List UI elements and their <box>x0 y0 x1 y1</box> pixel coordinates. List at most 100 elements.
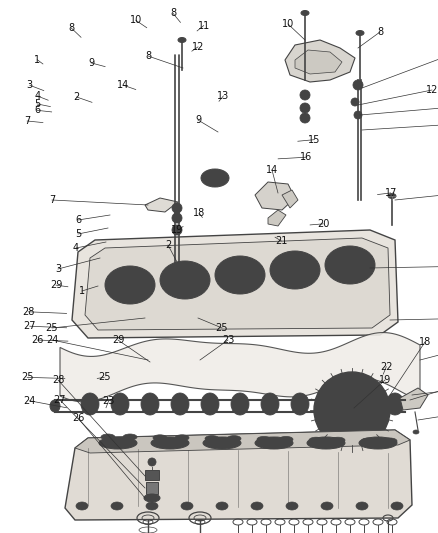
Ellipse shape <box>386 393 404 415</box>
Text: 8: 8 <box>170 9 176 18</box>
Text: 4: 4 <box>73 243 79 253</box>
Ellipse shape <box>235 400 245 412</box>
Text: 6: 6 <box>34 106 40 115</box>
Ellipse shape <box>208 439 236 447</box>
Text: 29: 29 <box>112 335 124 345</box>
Text: 28: 28 <box>22 307 35 317</box>
Circle shape <box>353 80 363 90</box>
Ellipse shape <box>356 502 368 510</box>
Ellipse shape <box>151 437 189 449</box>
Ellipse shape <box>175 435 189 441</box>
Ellipse shape <box>291 393 309 415</box>
Ellipse shape <box>309 437 323 443</box>
Polygon shape <box>285 40 355 82</box>
Ellipse shape <box>390 400 400 412</box>
Ellipse shape <box>85 400 95 412</box>
Bar <box>146 482 158 494</box>
Polygon shape <box>72 230 398 338</box>
Ellipse shape <box>145 400 155 412</box>
Text: 8: 8 <box>377 27 383 37</box>
Text: 1: 1 <box>79 286 85 296</box>
Text: 27: 27 <box>54 395 66 405</box>
Ellipse shape <box>257 437 271 442</box>
Circle shape <box>148 458 156 466</box>
Ellipse shape <box>99 437 137 449</box>
Text: 13: 13 <box>217 91 230 101</box>
Circle shape <box>300 113 310 123</box>
Ellipse shape <box>286 502 298 510</box>
Text: 3: 3 <box>27 80 33 90</box>
Polygon shape <box>60 333 420 402</box>
Ellipse shape <box>201 393 219 415</box>
Text: 12: 12 <box>192 42 204 52</box>
Ellipse shape <box>356 30 364 36</box>
Ellipse shape <box>366 393 384 415</box>
Text: 10: 10 <box>282 19 294 29</box>
Ellipse shape <box>295 400 305 412</box>
Ellipse shape <box>251 502 263 510</box>
Text: 9: 9 <box>88 58 94 68</box>
Text: 28: 28 <box>52 375 64 385</box>
Text: 9: 9 <box>195 115 201 125</box>
Ellipse shape <box>301 11 309 15</box>
Text: 27: 27 <box>24 321 36 331</box>
Ellipse shape <box>50 400 60 412</box>
Text: 25: 25 <box>216 323 228 333</box>
Polygon shape <box>65 430 412 520</box>
Polygon shape <box>295 50 342 74</box>
Ellipse shape <box>321 502 333 510</box>
Ellipse shape <box>156 439 184 447</box>
Text: 3: 3 <box>55 264 61 274</box>
Text: 21: 21 <box>275 236 287 246</box>
Circle shape <box>172 225 182 235</box>
Circle shape <box>172 213 182 223</box>
Ellipse shape <box>203 437 241 449</box>
Circle shape <box>351 98 359 106</box>
Ellipse shape <box>350 400 360 412</box>
Ellipse shape <box>153 435 167 441</box>
Text: 19: 19 <box>171 225 184 235</box>
Text: 10: 10 <box>130 15 142 25</box>
Text: 25: 25 <box>21 373 33 382</box>
Text: 17: 17 <box>385 188 397 198</box>
Ellipse shape <box>115 400 125 412</box>
Text: 14: 14 <box>117 80 130 90</box>
Ellipse shape <box>201 169 229 187</box>
Text: 4: 4 <box>34 91 40 101</box>
Text: 18: 18 <box>193 208 205 218</box>
Text: 5: 5 <box>34 99 40 109</box>
Ellipse shape <box>171 393 189 415</box>
Ellipse shape <box>361 438 375 444</box>
Ellipse shape <box>279 437 293 442</box>
Ellipse shape <box>255 437 293 449</box>
Text: 2: 2 <box>165 240 171 250</box>
Ellipse shape <box>325 400 335 412</box>
Ellipse shape <box>307 437 345 449</box>
Text: 20: 20 <box>317 219 329 229</box>
Text: 23: 23 <box>102 396 115 406</box>
Ellipse shape <box>364 439 392 447</box>
Ellipse shape <box>215 256 265 294</box>
Ellipse shape <box>175 400 185 412</box>
Ellipse shape <box>276 256 314 284</box>
Circle shape <box>341 399 364 422</box>
Ellipse shape <box>260 439 288 447</box>
Text: 8: 8 <box>68 23 74 33</box>
Text: 23: 23 <box>222 335 234 345</box>
Ellipse shape <box>111 502 123 510</box>
Ellipse shape <box>178 37 186 43</box>
Ellipse shape <box>265 400 275 412</box>
Ellipse shape <box>231 393 249 415</box>
Circle shape <box>354 111 362 119</box>
Ellipse shape <box>111 271 149 299</box>
Bar <box>145 470 159 480</box>
Ellipse shape <box>141 393 159 415</box>
Polygon shape <box>268 210 286 226</box>
Text: 15: 15 <box>308 135 321 144</box>
Polygon shape <box>400 388 428 410</box>
Text: 2: 2 <box>74 92 80 102</box>
Ellipse shape <box>76 502 88 510</box>
Ellipse shape <box>261 393 279 415</box>
Ellipse shape <box>325 246 375 284</box>
Text: 1: 1 <box>34 55 40 64</box>
